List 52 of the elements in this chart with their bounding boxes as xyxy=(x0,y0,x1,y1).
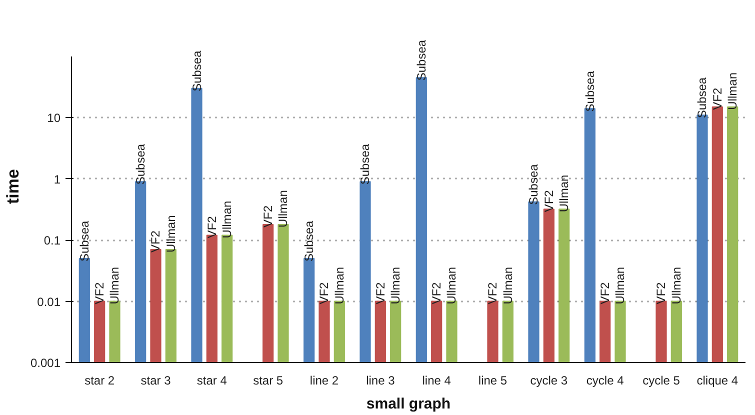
x-tick-label: line 3 xyxy=(366,374,396,388)
text: VF2 xyxy=(430,282,444,304)
x-tick-label: line 4 xyxy=(422,374,452,388)
text: Subsea xyxy=(77,220,92,262)
x-tick-label: star 4 xyxy=(196,374,228,388)
text: VF2 xyxy=(486,282,500,304)
text: Subsea xyxy=(695,77,710,118)
text: VF2 xyxy=(204,216,219,238)
x-tick-label: clique 4 xyxy=(696,374,738,388)
x-tick-label: cycle 3 xyxy=(530,374,568,388)
text: Ullman xyxy=(332,266,346,304)
text: VF2 xyxy=(148,230,163,253)
x-tick-label: line 2 xyxy=(310,374,339,388)
text: Subsea xyxy=(190,50,204,92)
text: Ullman xyxy=(613,266,628,304)
text: VF2 xyxy=(710,88,724,110)
y-tick-label: 0.001 xyxy=(30,356,61,370)
y-tick-label: 10 xyxy=(47,111,61,126)
text: Subsea xyxy=(358,144,372,185)
y-tick-label: 0.01 xyxy=(37,294,61,309)
text: Ullman xyxy=(276,190,290,228)
text: Ullman xyxy=(669,266,684,304)
text: VF2 xyxy=(654,282,668,304)
text: VF2 xyxy=(542,190,556,212)
text: Ullman xyxy=(444,266,459,304)
text: Ullman xyxy=(220,200,234,238)
x-tick-label: star 2 xyxy=(84,374,115,388)
text: Subsea xyxy=(302,220,316,262)
text: Subsea xyxy=(526,164,541,205)
y-tick-label: 0.1 xyxy=(44,234,61,248)
x-tick-label: line 5 xyxy=(478,374,508,388)
text: VF2 xyxy=(373,282,388,304)
y-tick-label: 1 xyxy=(54,172,61,186)
text: Ullman xyxy=(108,266,122,304)
x-tick-label: star 5 xyxy=(253,374,284,388)
text: Subsea xyxy=(414,40,428,81)
text: Ullman xyxy=(388,266,403,304)
text: VF2 xyxy=(317,282,332,304)
y-axis-title: time xyxy=(3,169,22,204)
text: VF2 xyxy=(261,205,276,228)
text: Ullman xyxy=(164,215,178,253)
text: VF2 xyxy=(92,282,107,304)
text: Subsea xyxy=(582,70,597,112)
text: Ullman xyxy=(557,174,572,212)
x-tick-label: star 3 xyxy=(140,374,172,388)
text: VF2 xyxy=(598,282,612,304)
x-tick-label: cycle 5 xyxy=(642,374,680,388)
x-tick-label: cycle 4 xyxy=(586,374,624,388)
text: Subsea xyxy=(134,144,148,185)
text: Ullman xyxy=(726,72,740,110)
x-axis-title: small graph xyxy=(366,396,451,412)
text: Ullman xyxy=(500,266,515,304)
